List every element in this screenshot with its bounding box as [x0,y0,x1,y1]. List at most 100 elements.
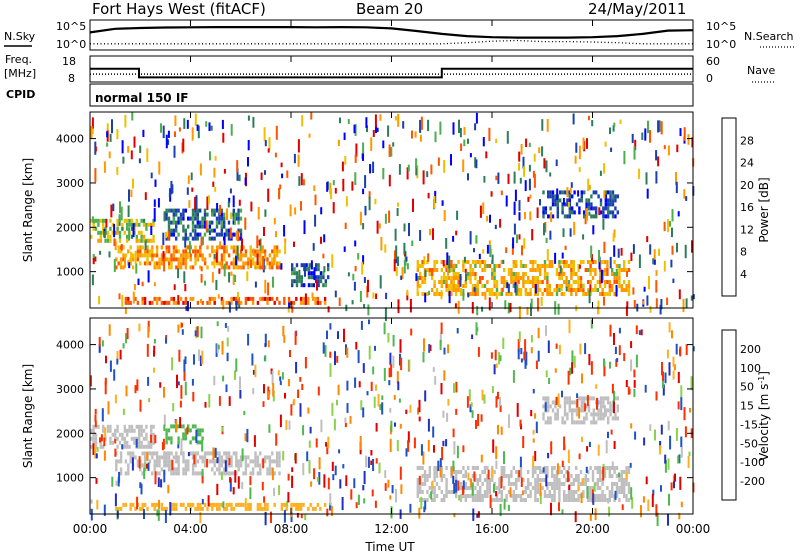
echo-cell [599,272,602,276]
echo-cell [244,217,247,230]
echo-cell [411,130,413,139]
noise-search-series [90,39,693,45]
echo-cell [476,284,479,288]
echo-cell [515,486,518,490]
echo-cell [401,267,404,280]
echo-cell [278,265,281,270]
echo-cell [540,296,543,306]
echo-cell [317,267,320,272]
echo-cell [618,272,621,276]
echo-cell [177,440,180,445]
echo-cell [498,264,501,268]
echo-cell [446,412,449,422]
echo-cell [200,326,203,339]
echo-cell [542,416,545,421]
echo-cell [440,383,443,395]
echo-cell [124,502,128,507]
echo-cell [423,338,425,352]
echo-cell [147,320,150,332]
echo-cell [130,251,133,265]
echo-cell [268,265,272,270]
echo-cell [152,234,155,239]
echo-cell [109,436,112,441]
echo-cell [429,344,432,352]
echo-cell [648,276,650,290]
cpid-program: normal 150 IF [95,91,189,105]
echo-cell [567,284,571,288]
echo-cell [92,436,95,441]
echo-cell [623,264,626,268]
echo-cell [608,280,611,284]
echo-cell [254,463,257,468]
echo-cell [519,264,523,268]
echo-cell [268,137,271,150]
echo-cell [370,460,373,466]
echo-cell [359,436,362,450]
echo-cell [426,474,429,478]
echo-cell [194,236,197,241]
echo-cell [476,260,479,264]
echo-cell [680,436,683,448]
echo-cell [225,261,228,266]
echo-cell [236,245,239,260]
echo-cell [551,260,554,264]
echo-cell [606,272,609,276]
echo-cell [150,222,153,227]
echo-cell [199,428,202,433]
echo-cell [137,278,140,286]
echo-cell [144,240,147,250]
echo-cell [155,502,159,507]
echo-cell [534,292,537,296]
echo-cell [522,156,525,169]
echo-cell [467,276,470,280]
echo-cell [568,400,571,405]
echo-cell [420,496,423,510]
echo-cell [230,506,233,511]
echo-cell [126,222,129,227]
echo-cell [213,249,216,254]
echo-cell [178,349,181,362]
echo-cell [441,200,444,206]
echo-cell [603,260,607,264]
echo-cell [272,383,275,397]
echo-cell [555,482,559,486]
echo-cell [301,383,304,391]
echo-cell [549,404,552,409]
echo-cell [215,245,219,250]
echo-cell [384,213,387,224]
echo-cell [598,207,601,216]
echo-cell [290,404,293,416]
echo-cell [129,245,132,250]
echo-cell [227,232,231,237]
echo-cell [199,163,202,176]
echo-cell [595,210,598,215]
echo-cell [680,397,683,411]
echo-cell [527,486,530,490]
echo-cell [113,259,116,273]
echo-cell [208,502,212,507]
beam-label: Beam 20 [356,0,423,18]
echo-cell [597,300,600,315]
echo-cell [571,400,574,405]
echo-cell [619,119,622,124]
echo-cell [134,296,137,301]
echo-cell [244,253,248,258]
echo-cell [604,194,607,199]
echo-cell [618,345,621,356]
echo-cell [216,203,219,211]
echo-cell [227,236,231,241]
echo-cell [677,211,680,217]
echo-cell [143,300,147,305]
echo-cell [551,202,555,207]
echo-cell [486,244,489,254]
echo-cell [116,230,119,235]
echo-cell [463,256,466,263]
echo-cell [167,208,171,213]
echo-cell [613,482,616,486]
echo-cell [445,494,448,498]
echo-cell [102,222,105,227]
echo-cell [259,502,262,507]
echo-cell [177,455,180,460]
echo-cell [263,226,265,237]
echo-cell [399,466,402,480]
